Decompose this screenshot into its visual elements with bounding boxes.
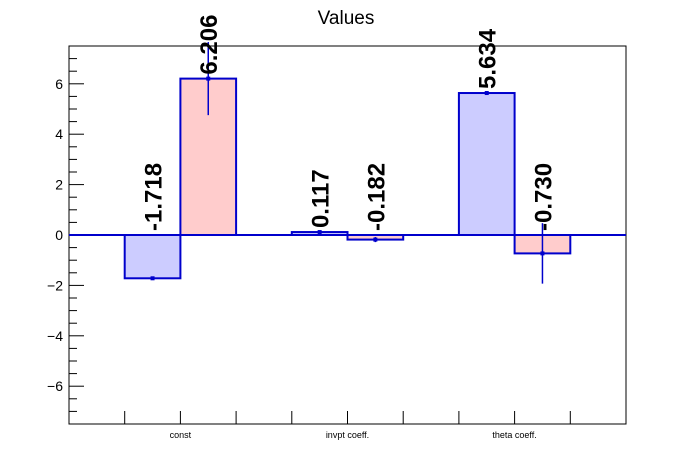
y-axis: −6 −4 −2 0 2 4 6	[47, 58, 84, 412]
y-tick-label: −6	[47, 378, 63, 394]
chart-title: Values	[318, 8, 375, 29]
error-marker	[373, 237, 378, 242]
y-tick-label: 4	[55, 126, 63, 142]
error-marker	[540, 251, 545, 256]
y-tick-label: 0	[55, 227, 63, 243]
x-category-label: invpt coeff.	[326, 430, 369, 440]
data-label: -0.730	[530, 163, 557, 231]
x-category-label: theta coeff.	[492, 430, 536, 440]
y-tick-label: −2	[47, 277, 63, 293]
bar	[457, 92, 516, 237]
x-category-label: const	[170, 430, 192, 440]
error-bars	[150, 42, 545, 284]
data-labels: -1.718 0.117 5.634 6.206 -0.182 -0.730	[141, 15, 558, 231]
y-tick-label: 6	[55, 76, 63, 92]
data-label: -0.182	[363, 163, 390, 231]
data-label: 5.634	[475, 28, 502, 89]
error-marker	[484, 91, 489, 96]
x-axis: const invpt coeff. theta coeff.	[124, 411, 571, 440]
y-tick-label: 2	[55, 177, 63, 193]
data-label: 0.117	[308, 169, 335, 228]
error-marker	[150, 276, 155, 281]
bars	[123, 77, 572, 280]
data-label: -1.718	[141, 163, 168, 231]
bar	[123, 234, 182, 280]
y-tick-label: −4	[47, 328, 63, 344]
error-marker	[317, 230, 322, 235]
error-marker	[206, 76, 211, 81]
data-label: 6.206	[196, 15, 223, 75]
